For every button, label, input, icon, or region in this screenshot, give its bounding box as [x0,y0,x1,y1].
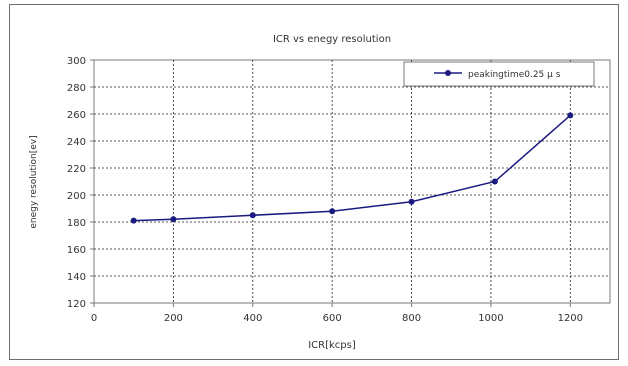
x-tick-label: 0 [91,313,97,324]
data-point [329,208,336,215]
x-tick-label: 1000 [478,313,503,324]
x-tick-label: 600 [323,313,342,324]
y-tick-label: 160 [67,245,86,256]
data-point [130,217,137,224]
x-tick-label: 400 [243,313,262,324]
x-tick-label: 1200 [558,313,583,324]
legend-marker [445,70,451,76]
x-axis-ticks: 0 200 400 600 800 1000 1200 [91,303,583,324]
legend-box [403,61,595,87]
x-tick-label: 800 [402,313,421,324]
y-tick-label: 120 [67,299,86,310]
x-axis-label: ICR[kcps] [308,340,356,351]
y-tick-label: 140 [67,272,86,283]
data-point [491,178,498,185]
y-tick-label: 260 [67,110,86,121]
x-tick-label: 200 [164,313,183,324]
chart-frame: ICR vs enegy resolution 120 140 160 180 200 2… [9,4,619,360]
data-point [249,212,256,219]
y-tick-label: 280 [67,83,86,94]
plot-area [93,59,611,304]
chart-title: ICR vs enegy resolution [273,34,391,45]
legend: peakingtime0.25 μ s [403,61,595,87]
chart: ICR vs enegy resolution 120 140 160 180 200 2… [29,34,611,351]
legend-label: peakingtime0.25 μ s [468,70,561,80]
y-tick-label: 220 [67,164,86,175]
y-axis-ticks: 120 140 160 180 200 220 240 260 280 300 [67,56,94,310]
y-tick-label: 240 [67,137,86,148]
y-tick-label: 300 [67,56,86,67]
series-layer [130,112,574,224]
data-point [567,112,574,119]
grid [94,60,610,303]
y-axis-label: enegy resolution[ev] [29,135,39,228]
y-tick-label: 200 [67,191,86,202]
data-point [408,198,415,205]
y-tick-label: 180 [67,218,86,229]
data-point [170,216,177,223]
